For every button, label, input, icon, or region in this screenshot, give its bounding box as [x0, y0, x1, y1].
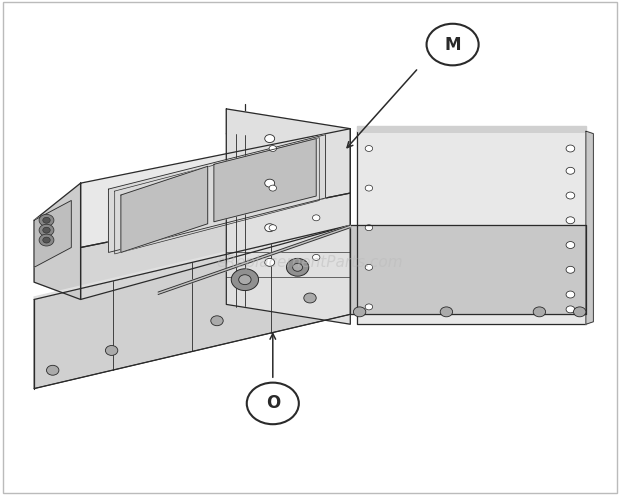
Circle shape — [574, 307, 586, 317]
Circle shape — [239, 275, 251, 285]
Polygon shape — [121, 166, 208, 252]
Circle shape — [39, 234, 54, 246]
Circle shape — [265, 179, 275, 187]
Circle shape — [269, 185, 277, 191]
Circle shape — [269, 225, 277, 231]
Polygon shape — [34, 225, 350, 389]
Circle shape — [533, 307, 546, 317]
Circle shape — [304, 293, 316, 303]
Circle shape — [211, 316, 223, 326]
Circle shape — [566, 145, 575, 152]
Circle shape — [566, 266, 575, 273]
Circle shape — [365, 264, 373, 270]
Circle shape — [365, 225, 373, 231]
Polygon shape — [34, 200, 71, 267]
Circle shape — [269, 146, 277, 151]
Circle shape — [566, 167, 575, 174]
Circle shape — [293, 263, 303, 271]
Circle shape — [566, 306, 575, 313]
Circle shape — [566, 192, 575, 199]
Circle shape — [312, 215, 320, 221]
Circle shape — [265, 135, 275, 143]
Polygon shape — [356, 126, 586, 131]
Text: eReplacementParts.com: eReplacementParts.com — [216, 255, 404, 270]
Circle shape — [365, 304, 373, 310]
Polygon shape — [34, 183, 81, 299]
Circle shape — [566, 217, 575, 224]
Circle shape — [43, 237, 50, 243]
Polygon shape — [350, 225, 586, 314]
Circle shape — [231, 269, 259, 291]
Circle shape — [353, 307, 366, 317]
Circle shape — [46, 365, 59, 375]
Circle shape — [43, 217, 50, 223]
Circle shape — [566, 242, 575, 248]
Circle shape — [247, 383, 299, 424]
Polygon shape — [81, 193, 350, 299]
Circle shape — [440, 307, 453, 317]
Polygon shape — [356, 131, 586, 324]
Circle shape — [265, 258, 275, 266]
Circle shape — [427, 24, 479, 65]
Text: M: M — [445, 36, 461, 53]
Circle shape — [39, 214, 54, 226]
Circle shape — [43, 227, 50, 233]
Circle shape — [265, 224, 275, 232]
Polygon shape — [81, 129, 350, 248]
Polygon shape — [158, 225, 350, 295]
Circle shape — [39, 224, 54, 236]
Circle shape — [566, 291, 575, 298]
Circle shape — [286, 258, 309, 276]
Polygon shape — [214, 139, 316, 222]
Polygon shape — [34, 223, 350, 299]
Circle shape — [365, 185, 373, 191]
Circle shape — [312, 254, 320, 260]
Polygon shape — [108, 135, 326, 252]
Polygon shape — [226, 109, 350, 324]
Polygon shape — [586, 131, 593, 324]
Text: O: O — [266, 395, 280, 412]
Circle shape — [105, 346, 118, 355]
Circle shape — [365, 146, 373, 151]
